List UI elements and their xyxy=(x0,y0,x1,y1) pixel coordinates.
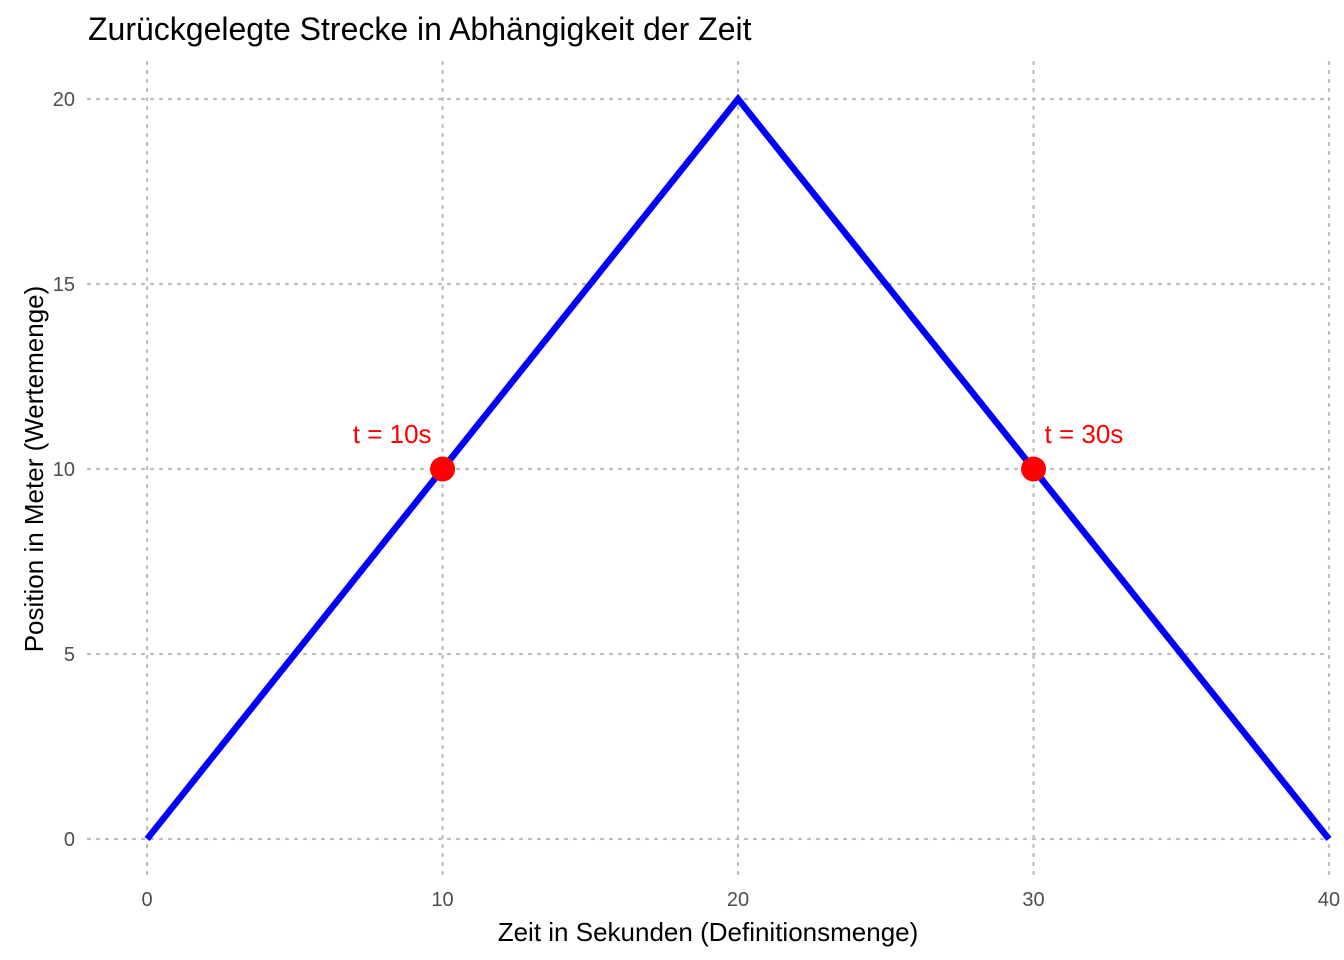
x-tick-labels: 0 10 20 30 40 xyxy=(142,889,1341,911)
points-group: t = 10s t = 30s xyxy=(353,419,1124,482)
x-tick-label: 30 xyxy=(1022,889,1044,911)
data-point-0 xyxy=(430,456,456,482)
x-tick-label: 40 xyxy=(1318,889,1340,911)
point-label-1: t = 30s xyxy=(1045,419,1124,449)
y-tick-label: 20 xyxy=(53,89,75,111)
series-line-0 xyxy=(144,93,1332,842)
x-tick-label: 10 xyxy=(431,889,453,911)
y-axis-label: Position in Meter (Wertemenge) xyxy=(19,286,49,653)
y-tick-labels: 0 5 10 15 20 xyxy=(53,89,75,851)
y-tick-label: 0 xyxy=(64,829,75,851)
x-tick-label: 20 xyxy=(727,889,749,911)
point-label-0: t = 10s xyxy=(353,419,432,449)
grid xyxy=(86,60,1331,878)
y-tick-label: 5 xyxy=(64,644,75,666)
x-tick-label: 0 xyxy=(142,889,153,911)
x-axis-label: Zeit in Sekunden (Definitionsmenge) xyxy=(498,917,919,947)
chart-title: Zurückgelegte Strecke in Abhängigkeit de… xyxy=(88,11,752,47)
y-tick-label: 15 xyxy=(53,274,75,296)
y-tick-label: 10 xyxy=(53,459,75,481)
series-group xyxy=(144,93,1332,842)
data-point-1 xyxy=(1021,456,1047,482)
